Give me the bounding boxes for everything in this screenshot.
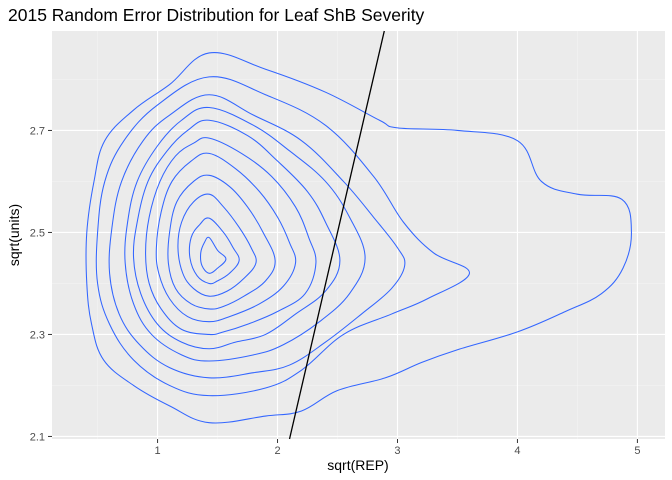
y-axis: 2.1 2.3 2.5 2.7 [30,125,52,443]
y-tick-label: 2.7 [30,125,45,137]
y-tick-label: 2.3 [30,329,45,341]
major-gridlines [52,31,665,439]
density-contours [85,52,632,424]
x-tick-label: 3 [394,445,400,457]
y-tick-label: 2.1 [30,431,45,443]
contour-level-6 [145,137,317,336]
contour-level-5 [132,119,341,350]
reference-line [288,30,385,440]
chart-title: 2015 Random Error Distribution for Leaf … [8,5,425,25]
x-tick-label: 2 [274,445,280,457]
contour-level-8 [167,174,276,310]
contour-level-11 [200,236,227,274]
x-tick-label: 4 [514,445,520,457]
x-tick-label: 5 [634,445,640,457]
fit-line [288,30,385,440]
contour-level-3 [108,94,406,379]
x-axis: 1 2 3 4 5 [155,439,640,457]
contour-level-4 [124,106,366,362]
contour-level-7 [155,152,297,323]
x-axis-title: sqrt(REP) [327,457,388,473]
x-tick-label: 1 [155,445,161,457]
y-axis-title: sqrt(units) [6,204,22,266]
contour-level-9 [177,193,257,297]
contour-level-10 [188,217,240,285]
contour-level-1 [85,52,632,424]
y-tick-label: 2.5 [30,227,45,239]
contour-level-2 [95,76,470,397]
